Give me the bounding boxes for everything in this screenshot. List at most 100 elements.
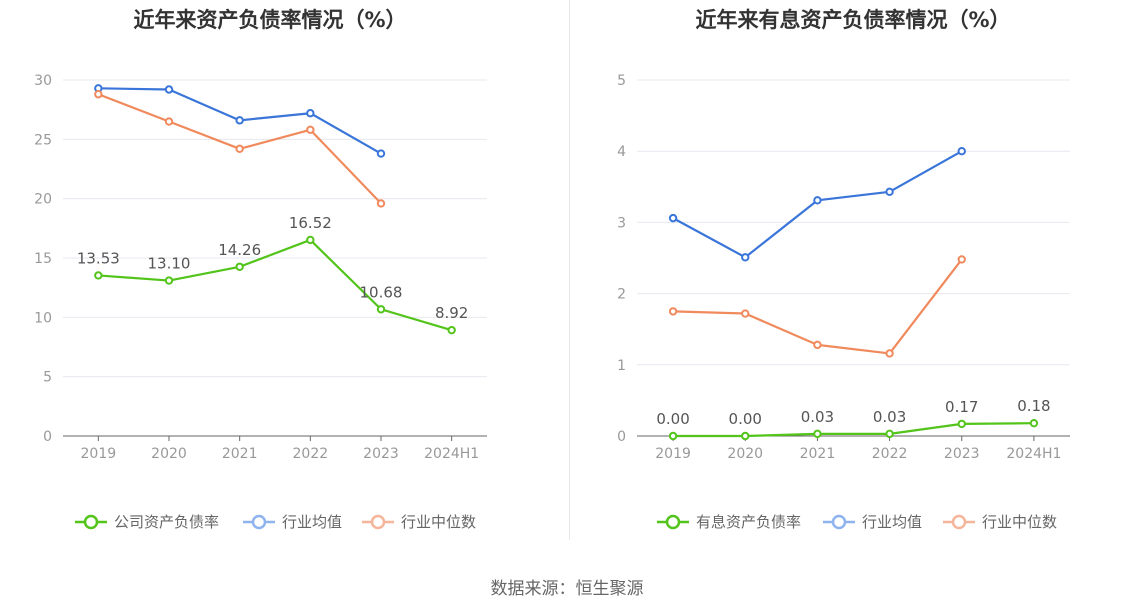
legend-marker: [665, 514, 681, 530]
x-tick-label: 2019: [81, 446, 117, 462]
data-point: [94, 271, 103, 280]
y-tick-label: 2: [617, 287, 626, 303]
y-tick-label: 1: [617, 358, 626, 374]
data-label: 0.17: [945, 398, 978, 416]
data-label: 0.03: [873, 408, 906, 426]
data-point: [235, 116, 244, 125]
data-point: [885, 429, 894, 439]
chart-panel-2: 近年来有息资产负债率情况（%） 0 1 2 3 4 5 2019 2020 2021 2022 202…: [617, 8, 1070, 531]
data-point: [376, 199, 386, 208]
y-tick-label: 0: [43, 429, 52, 445]
x-tick-label: 2022: [872, 446, 908, 462]
x-tick-label: 2020: [151, 446, 187, 462]
data-point: [235, 262, 244, 271]
y-tick-label: 15: [34, 251, 52, 267]
data-label: 14.26: [218, 241, 261, 259]
legend-label: 行业中位数: [401, 513, 476, 531]
data-point: [447, 325, 456, 335]
data-point: [668, 213, 678, 223]
data-point: [741, 253, 750, 262]
data-point: [376, 149, 386, 158]
legend-label: 公司资产负债率: [114, 513, 219, 531]
series-line: [673, 258, 963, 355]
y-tick-label: 10: [34, 310, 52, 326]
x-tick-label: 2023: [363, 446, 399, 462]
legend-marker: [83, 514, 99, 530]
legend-item: 行业均值: [823, 513, 922, 531]
x-tick-label: 2023: [944, 446, 980, 462]
y-tick-label: 30: [34, 73, 52, 89]
y-tick-label: 5: [617, 73, 626, 89]
legend-item: 公司资产负债率: [75, 513, 219, 531]
series-industry-mean: [668, 147, 966, 262]
x-tick-label: 2024H1: [424, 446, 479, 462]
legend-item: 行业均值: [243, 513, 342, 531]
data-point: [164, 117, 174, 126]
series-line: [98, 238, 452, 332]
data-point: [306, 235, 315, 245]
data-point: [813, 196, 822, 205]
x-tick-label: 2022: [293, 446, 329, 462]
x-tick-label: 2021: [222, 446, 258, 462]
y-tick-label: 4: [617, 144, 626, 160]
data-point: [957, 419, 966, 429]
data-point: [306, 109, 315, 118]
data-point: [668, 431, 678, 441]
y-tick-label: 3: [617, 215, 626, 231]
x-tick-label: 2020: [727, 446, 763, 462]
chart-panel-1: 近年来资产负债率情况（%） 0 5 10 15 20 25 30 2019 2020 2021 202…: [34, 8, 487, 531]
series-line: [673, 422, 1034, 438]
legend-marker: [951, 514, 967, 530]
x-tick-label: 2019: [655, 446, 691, 462]
legend-marker: [831, 514, 847, 530]
data-point: [164, 276, 174, 285]
panel-divider: [569, 0, 570, 540]
legend-label: 有息资产负债率: [696, 513, 801, 531]
data-point: [813, 429, 822, 439]
data-label: 0.18: [1017, 397, 1050, 415]
data-point: [94, 90, 103, 99]
x-tick-label: 2021: [800, 446, 836, 462]
data-point: [668, 307, 678, 316]
data-point: [376, 305, 386, 314]
data-point: [741, 431, 750, 441]
legend-label: 行业中位数: [982, 513, 1057, 531]
y-tick-label: 20: [34, 192, 52, 208]
data-point: [1029, 418, 1039, 428]
data-source: 数据来源：恒生聚源: [490, 579, 644, 599]
legend-marker: [370, 514, 386, 530]
series-industry-mean: [94, 84, 386, 158]
data-label: 13.10: [148, 255, 191, 273]
legend-item: 有息资产负债率: [657, 513, 801, 531]
data-point: [235, 144, 244, 154]
series-company: 0.00 0.00 0.03 0.03 0.17 0.18: [656, 397, 1051, 441]
legend-item: 行业中位数: [362, 513, 476, 531]
data-label: 13.53: [77, 249, 120, 267]
series-industry-median: [668, 255, 966, 358]
data-point: [885, 187, 894, 196]
y-tick-label: 0: [617, 429, 626, 445]
legend-marker: [251, 514, 267, 530]
data-label: 8.92: [435, 304, 468, 322]
data-label: 10.68: [360, 283, 403, 301]
series-industry-median: [94, 90, 386, 208]
y-tick-label: 5: [43, 370, 52, 386]
data-label: 0.03: [801, 408, 834, 426]
legend-item: 行业中位数: [943, 513, 1057, 531]
data-point: [885, 349, 894, 358]
x-tick-label: 2024H1: [1006, 446, 1061, 462]
data-point: [957, 255, 966, 264]
data-point: [813, 340, 822, 350]
data-label: 0.00: [656, 410, 689, 428]
data-label: 0.00: [729, 410, 762, 428]
data-point: [741, 309, 750, 318]
y-tick-label: 25: [34, 132, 52, 148]
data-point: [306, 125, 315, 135]
legend-label: 行业均值: [282, 513, 342, 531]
legend-label: 行业均值: [862, 513, 922, 531]
chart-title: 近年来资产负债率情况（%）: [133, 8, 406, 32]
chart-title: 近年来有息资产负债率情况（%）: [695, 8, 1010, 32]
data-point: [957, 147, 966, 156]
data-label: 16.52: [289, 214, 332, 232]
